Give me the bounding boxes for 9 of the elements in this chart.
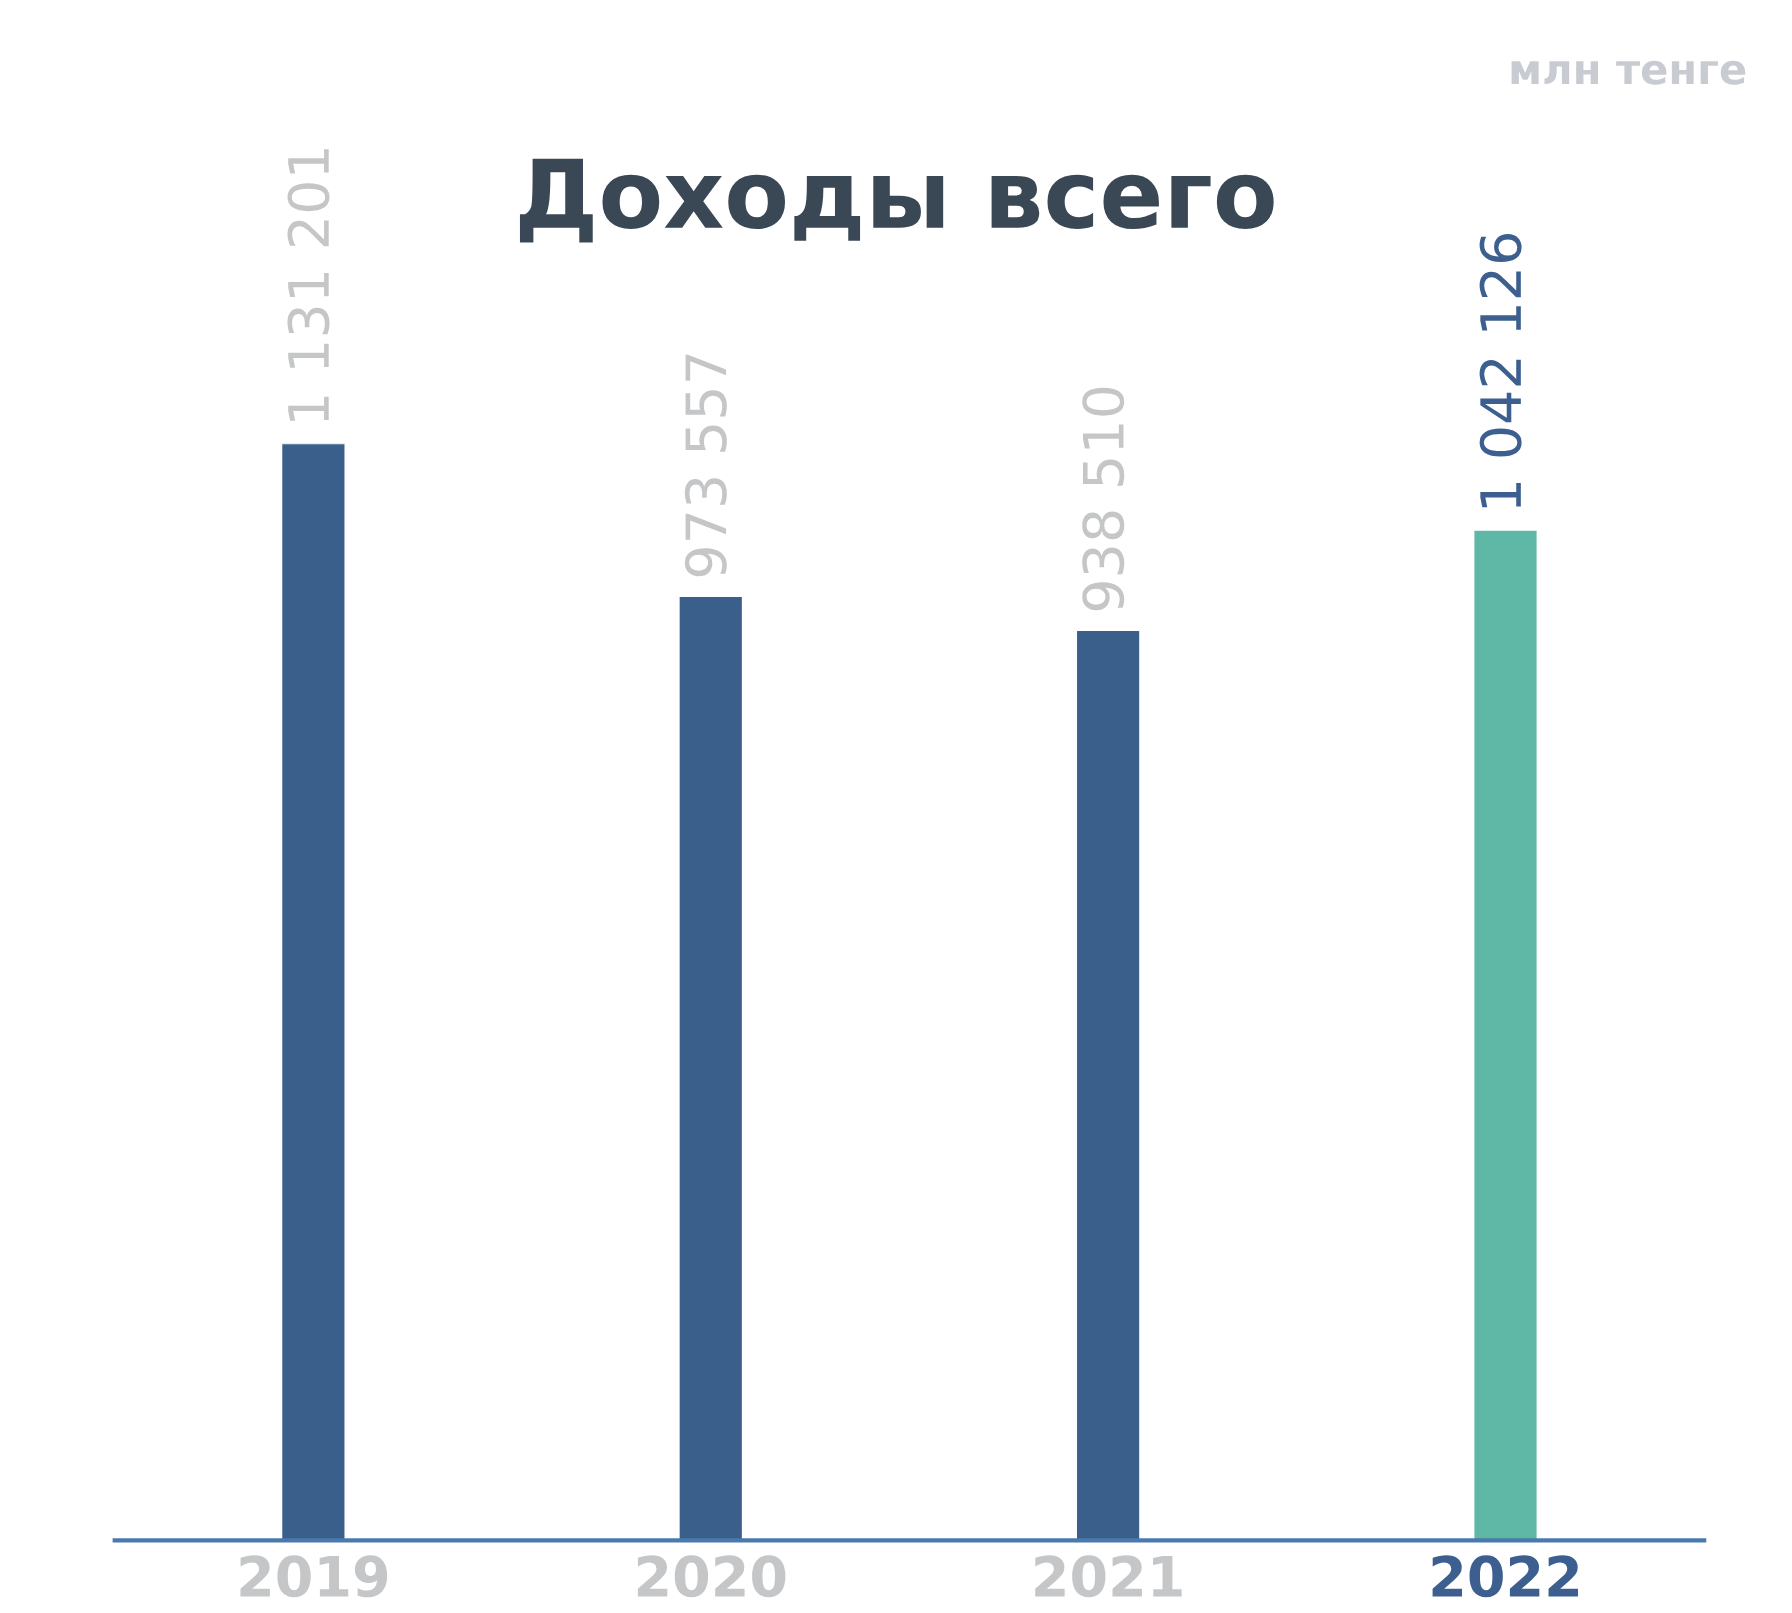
x-tick-label: 2022 [1432,1555,1578,1598]
chart-title: Доходы всего [519,158,1274,243]
data-label: 938 510 [1082,387,1125,611]
data-label: 1 042 126 [1479,234,1522,508]
x-tick-label: 2020 [637,1555,786,1598]
x-tick-label: 2021 [1035,1555,1182,1598]
data-label: 973 557 [684,354,727,577]
data-label: 1 131 201 [287,149,330,421]
x-tick-label: 2019 [240,1555,388,1598]
